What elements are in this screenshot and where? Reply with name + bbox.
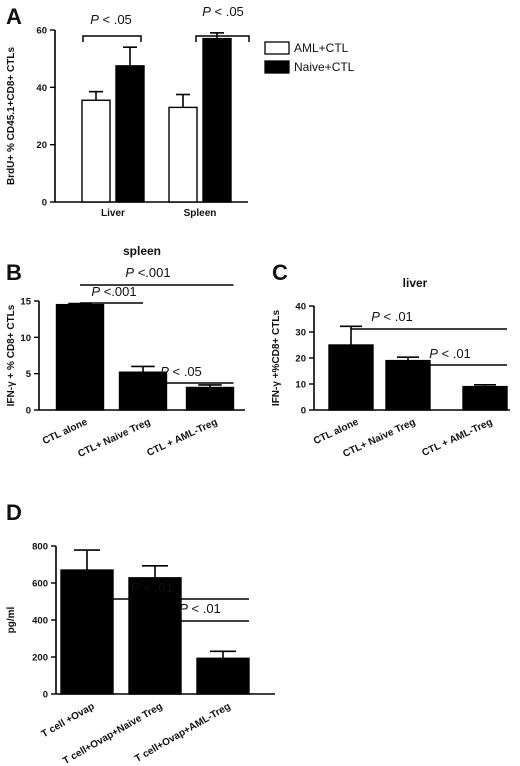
p-symbol: P <box>371 309 380 324</box>
significance-bracket <box>82 35 142 42</box>
p-value: < .01 <box>380 309 413 324</box>
p-value: < .01 <box>188 601 221 616</box>
y-axis-label: IFN-γ + % CD8+ CTLs <box>6 304 17 406</box>
p-symbol: P <box>125 265 134 280</box>
p-value: < .01 <box>438 346 471 361</box>
y-axis-label: BrdU+ % CD45.1+CD8+ CTLs <box>6 47 17 186</box>
x-category-label: Spleen <box>184 208 217 219</box>
p-symbol: P <box>91 284 100 299</box>
significance-label: P < .01 <box>179 601 221 616</box>
y-tick-label: 40 <box>295 302 306 313</box>
legend-label: AML+CTL <box>294 41 349 55</box>
bar-aml-ctl <box>168 106 198 203</box>
y-tick-label: 20 <box>295 354 306 365</box>
bar <box>118 371 168 411</box>
y-tick-label: 15 <box>20 297 31 308</box>
y-tick-label: 600 <box>32 579 48 590</box>
y-axis-label: pg/ml <box>6 606 17 633</box>
y-tick-label: 60 <box>36 26 47 37</box>
significance-label: P < .05 <box>160 364 202 379</box>
bar <box>462 385 508 411</box>
y-tick-label: 0 <box>42 198 47 209</box>
panel-letter: C <box>272 260 288 285</box>
y-tick-label: 800 <box>32 542 48 553</box>
y-tick-label: 10 <box>20 333 31 344</box>
y-tick-label: 0 <box>26 406 31 417</box>
significance-label: P < .01 <box>131 580 173 595</box>
panel-letter: D <box>6 500 22 525</box>
y-tick-label: 20 <box>36 140 47 151</box>
significance-label: P < .05 <box>90 12 132 27</box>
bar-naive-ctl <box>202 37 232 203</box>
x-category-label: T cell +Ovap <box>40 701 97 740</box>
y-tick-label: 30 <box>295 328 306 339</box>
p-value: <.001 <box>100 284 137 299</box>
chart-panel-a: A 0 20 40 60 BrdU+ % CD45.1+CD8+ CTLs Liver Spl… <box>6 4 355 219</box>
significance-label: P < .05 <box>202 4 244 19</box>
p-value: < .05 <box>169 364 202 379</box>
x-category-label: CTL alone <box>41 417 90 448</box>
x-category-label: CTL+ Naive Treg <box>76 417 152 460</box>
y-tick-label: 0 <box>43 690 48 701</box>
y-tick-label: 200 <box>32 653 48 664</box>
bar <box>385 359 431 411</box>
panel-letter: B <box>6 260 22 285</box>
p-symbol: P <box>429 346 438 361</box>
legend-swatch <box>264 60 290 74</box>
bar <box>196 657 250 695</box>
x-category-label: Liver <box>101 208 125 219</box>
panel-title: spleen <box>123 244 161 258</box>
legend-label: Naive+CTL <box>294 60 355 74</box>
p-value: <.001 <box>134 265 171 280</box>
bar <box>328 344 374 411</box>
significance-label: P < .01 <box>371 309 413 324</box>
x-category-label: CTL + AML-Treg <box>420 417 494 459</box>
significance-label: P <.001 <box>125 265 170 280</box>
p-value: < .01 <box>140 580 173 595</box>
p-symbol: P <box>179 601 188 616</box>
bar-aml-ctl <box>81 99 111 203</box>
x-category-label: CTL + AML-Treg <box>145 417 219 459</box>
p-value: < .05 <box>211 4 244 19</box>
bar <box>55 303 105 411</box>
y-axis-label: IFN-γ +%CD8+ CTLs <box>271 309 282 406</box>
bar <box>128 577 182 695</box>
significance-bracket <box>195 35 250 42</box>
p-symbol: P <box>160 364 169 379</box>
p-symbol: P <box>202 4 211 19</box>
panel-letter: A <box>6 4 22 29</box>
y-tick-label: 40 <box>36 83 47 94</box>
y-tick-label: 10 <box>295 380 306 391</box>
bar <box>185 386 235 411</box>
bar-naive-ctl <box>115 65 145 203</box>
y-tick-label: 0 <box>301 406 306 417</box>
significance-label: P < .01 <box>429 346 471 361</box>
bar <box>60 569 114 695</box>
y-tick-label: 5 <box>26 369 32 380</box>
panel-title: liver <box>403 276 428 290</box>
significance-label: P <.001 <box>91 284 136 299</box>
p-symbol: P <box>90 12 99 27</box>
p-symbol: P <box>131 580 140 595</box>
p-value: < .05 <box>99 12 132 27</box>
y-tick-label: 400 <box>32 616 48 627</box>
legend-swatch <box>264 41 290 55</box>
x-category-label: CTL alone <box>312 417 361 448</box>
